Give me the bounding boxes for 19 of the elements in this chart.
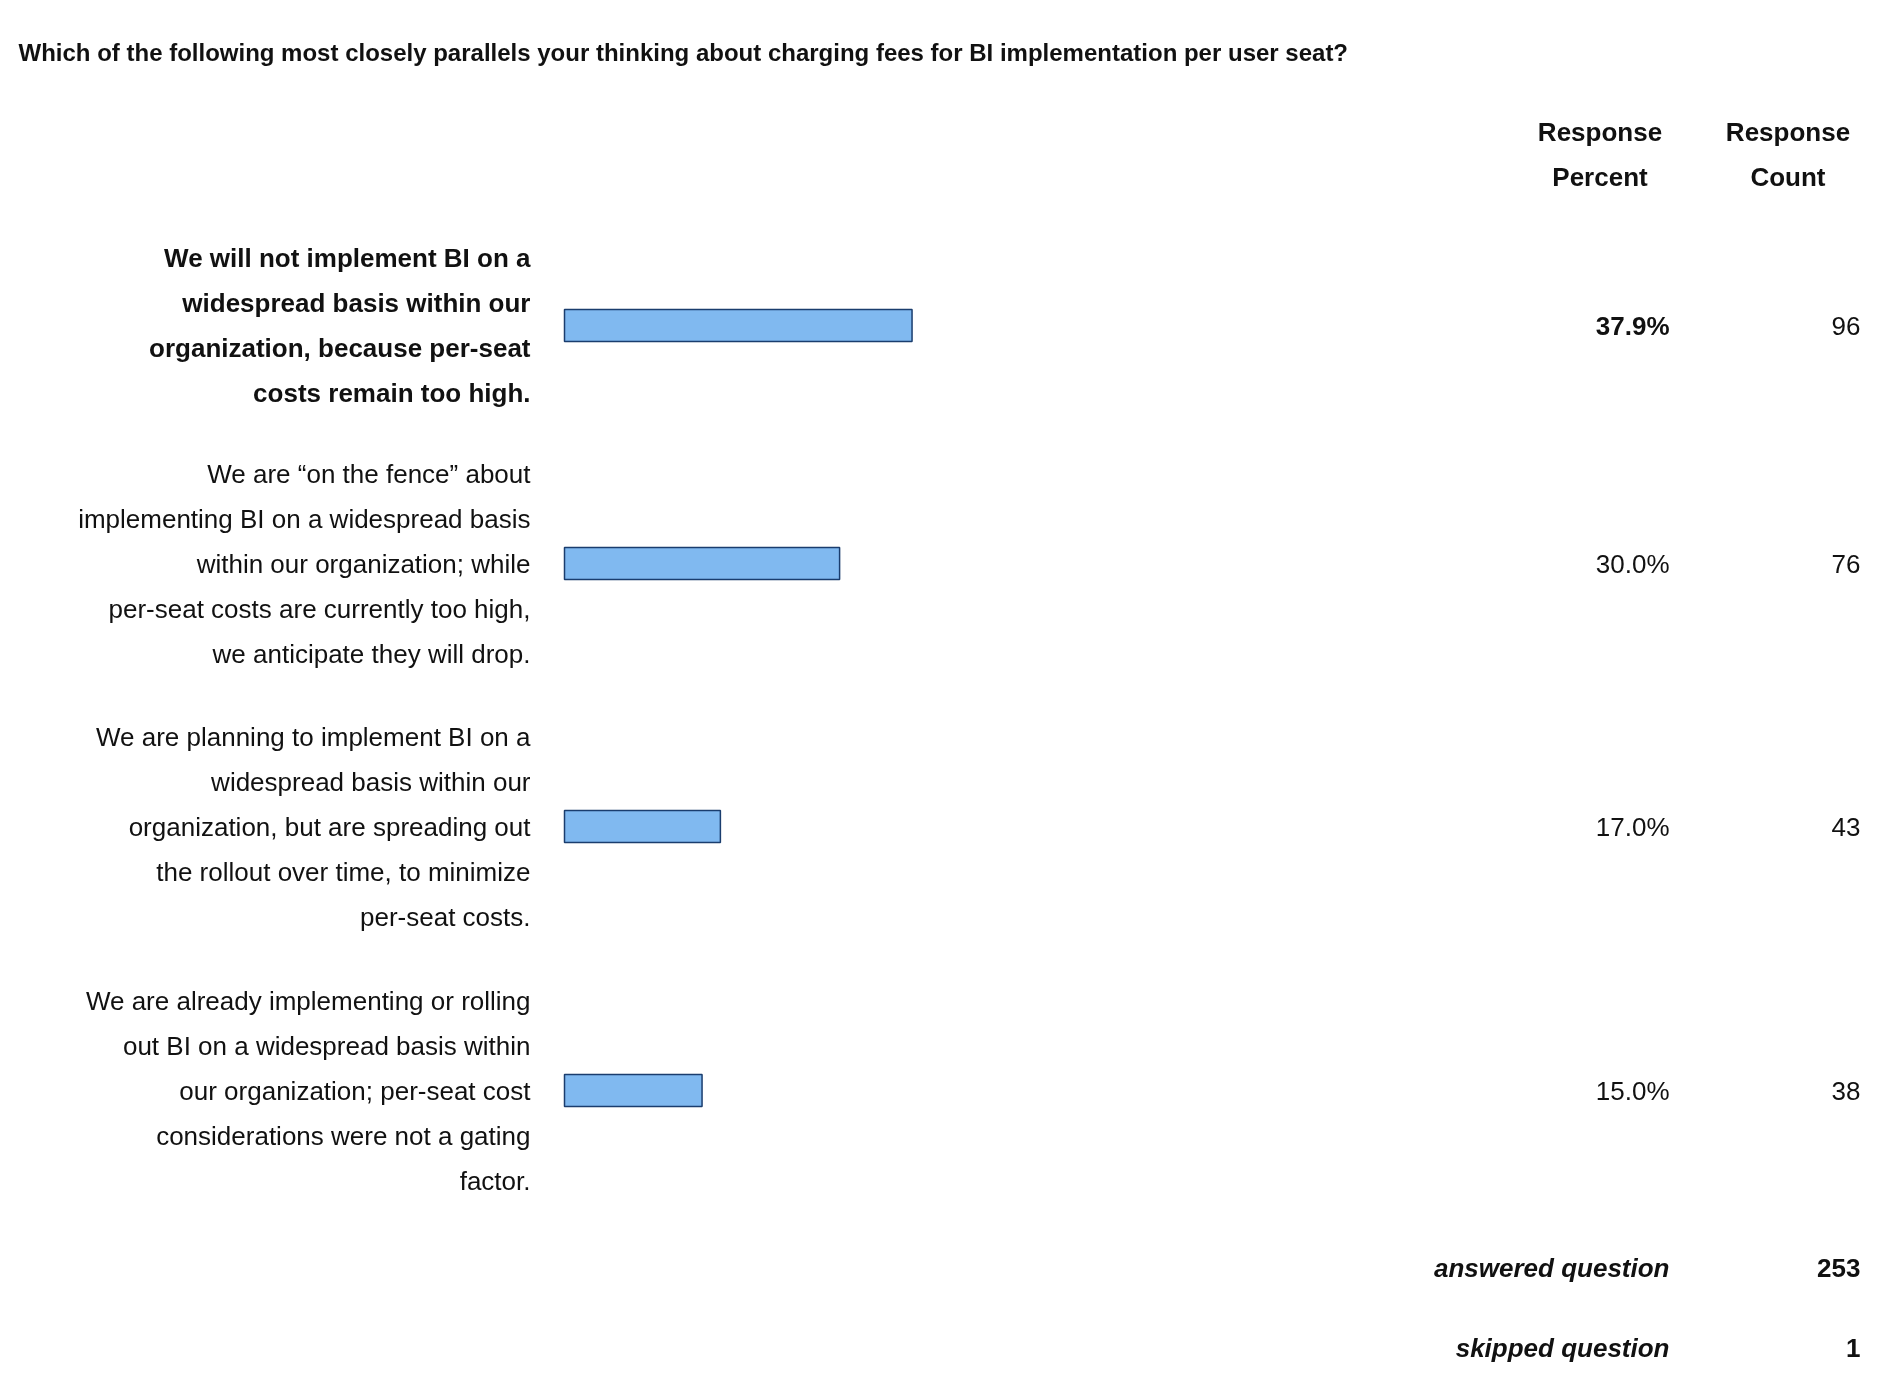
text: 253 (1817, 1252, 1861, 1283)
text: 76 (1831, 548, 1861, 579)
text: answered question (1434, 1252, 1670, 1283)
text: 43 (1831, 811, 1861, 842)
y-tick-label: We are already implementing or rolling out BI on a widespread basis within our organization; per-seat cost considerations were not a gating factor. (85, 985, 532, 1196)
text: 96 (1831, 310, 1861, 341)
data-label: 30.0% (1595, 548, 1670, 579)
data-label: 17.0% (1595, 811, 1670, 842)
data-label: 37.9% (1595, 310, 1670, 341)
data-label: 15.0% (1595, 1075, 1670, 1106)
text: 38 (1831, 1075, 1861, 1106)
chart-title: Which of the following most closely parallels your thinking about charging fees for BI implementation per user seat? (18, 39, 1349, 66)
y-tick-label: We are planning to implement BI on a widespread basis within our organization, but are spreading out the rollout over time, to minimize per-seat costs. (95, 721, 532, 932)
text: Response Count (1725, 117, 1851, 192)
text: 1 (1846, 1333, 1861, 1363)
y-tick-label: We are “on the fence” about implementing BI on a widespread basis within our organization; while per-seat costs are currently too high, we anticipate they will drop. (78, 458, 532, 669)
text: skipped question (1455, 1333, 1670, 1363)
y-tick-label: We will not implement BI on a widespread basis within our organization, because per-seat costs remain too high. (149, 243, 532, 408)
text: Response Percent (1537, 117, 1663, 192)
